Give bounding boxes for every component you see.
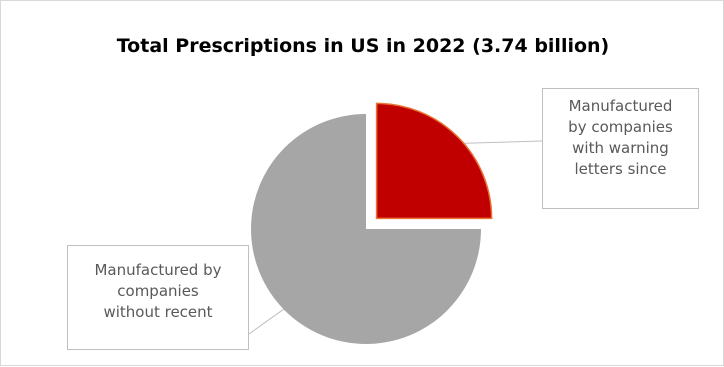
slice-label-line: companies — [117, 282, 199, 300]
slice-without-recent — [251, 114, 481, 344]
slice-label-line: letters since — [574, 160, 667, 178]
slice-label-line: Manufactured — [568, 97, 673, 115]
slice-label-warning-letters: Manufactured by companies with warning l… — [542, 88, 699, 209]
slice-warning-letters — [375, 102, 493, 220]
slice-label-line: without recent — [103, 303, 213, 321]
slice-label-line: Manufactured by — [94, 261, 222, 279]
leader-line — [451, 140, 543, 145]
slice-label-line: by companies — [568, 118, 673, 136]
slice-label-without-recent: Manufactured by companies without recent — [67, 245, 249, 350]
chart-title: Total Prescriptions in US in 2022 (3.74 … — [116, 35, 610, 57]
pie-slices — [251, 102, 493, 344]
slice-label-line: with warning — [572, 139, 669, 157]
